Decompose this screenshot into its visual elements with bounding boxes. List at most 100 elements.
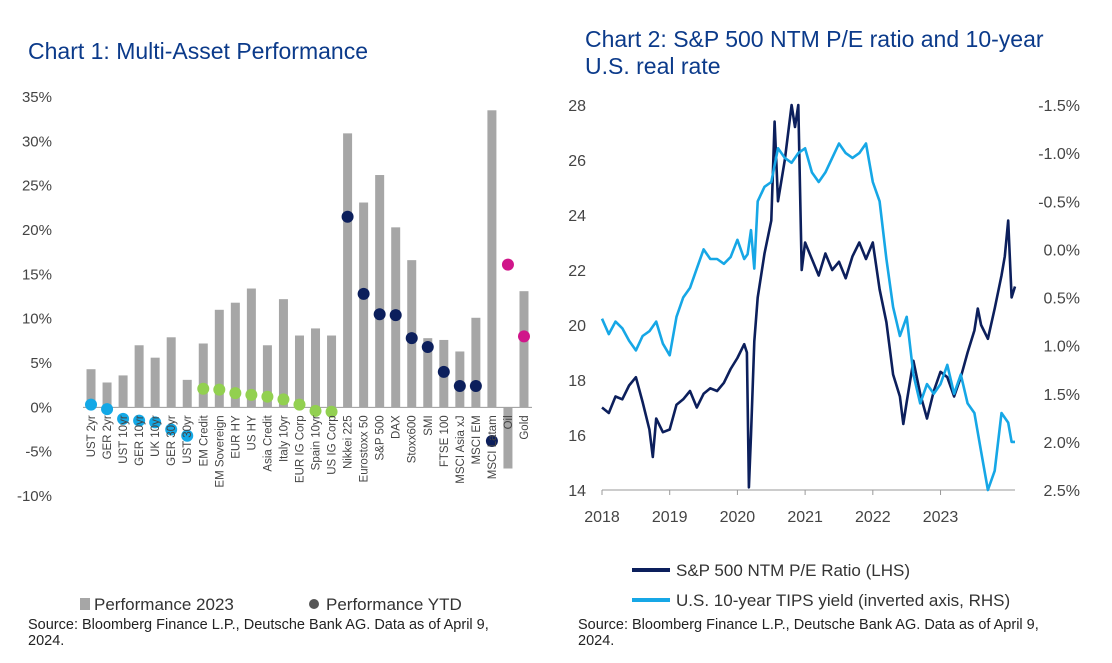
chart1-bar-em-credit	[198, 343, 208, 408]
chart1-ytick-label: -5%	[25, 444, 52, 461]
chart1-dot-msci-latam	[485, 435, 498, 448]
chart1-ytick-label: 10%	[22, 311, 52, 328]
chart1-category-label: Italy 10yr	[278, 415, 290, 462]
chart2-ytick-left-label: 28	[568, 98, 586, 115]
chart2-xtick-label: 2018	[584, 509, 620, 526]
chart2-ytick-right-label: 0.5%	[1044, 291, 1080, 308]
chart2-ytick-right-label: 1.5%	[1044, 387, 1080, 404]
chart1-dot-s-p-500	[373, 308, 386, 321]
chart1-bar-smi	[423, 338, 433, 408]
chart1-bar-italy-10yr	[278, 299, 288, 408]
chart1-dot-ger-2yr	[101, 403, 114, 416]
chart1-ytick-label: 15%	[22, 266, 52, 283]
chart2-series-pe-line	[601, 103, 1017, 489]
chart1-ytick-label: 35%	[22, 89, 52, 106]
chart2-xtick-label: 2021	[787, 509, 823, 526]
chart1-dot-em-credit	[197, 382, 210, 395]
chart1-category-label: Nikkei 225	[343, 415, 355, 469]
chart2-xtick-label: 2019	[652, 509, 688, 526]
chart1-category-label: US HY	[246, 415, 258, 450]
chart1-category-label: Eurostoxx 50	[359, 415, 371, 482]
chart2-legend-pe-label: S&P 500 NTM P/E Ratio (LHS)	[676, 561, 910, 580]
chart1-bar-msci-asia-xj	[455, 351, 465, 408]
chart2-ytick-right-label: 2.0%	[1044, 435, 1080, 452]
chart1-title: Chart 1: Multi-Asset Performance	[28, 38, 369, 64]
chart1-bar-s-p-500	[375, 175, 385, 408]
chart1-bar-uk-10yr	[150, 357, 160, 408]
chart1-bar-em-sovereign	[214, 309, 224, 408]
chart1-dot-ftse-100	[437, 365, 450, 378]
chart2-ytick-right-label: 2.5%	[1044, 483, 1080, 500]
chart1-bar-ust-2yr	[86, 369, 96, 408]
chart1-dot-ust-2yr	[85, 398, 98, 411]
chart2-ytick-left-label: 22	[568, 263, 586, 280]
chart1-ytick-label: 5%	[30, 355, 52, 372]
chart1-category-label: GER 30yr	[166, 415, 178, 466]
chart1-bar-eurostoxx-50	[359, 202, 369, 408]
chart1-bar-ger-10yr	[134, 345, 144, 408]
chart1-category-label: UST 30yr	[182, 415, 194, 464]
chart1-category-label: Oil	[503, 415, 515, 429]
chart1-category-label: UST 10yr	[118, 415, 130, 464]
chart1-dot-em-sovereign	[213, 383, 226, 396]
chart1-category-label: S&P 500	[375, 415, 387, 460]
chart2-xtick-label: 2023	[923, 509, 959, 526]
chart1-category-label: GER 2yr	[102, 415, 114, 459]
chart1-dot-msci-asia-xj	[453, 380, 466, 393]
chart1-category-label: EM Sovereign	[214, 415, 226, 487]
chart2-ytick-right-label: 0.0%	[1044, 242, 1080, 259]
chart1-category-label: EUR IG Corp	[294, 415, 306, 483]
chart1-category-label: MSCI Asia xJ	[455, 415, 467, 483]
chart1-ytick-label: -10%	[17, 488, 52, 505]
chart1-category-label: Gold	[519, 415, 531, 439]
chart1-dot-asia-credit	[261, 390, 274, 403]
chart1-category-label: EUR HY	[230, 415, 242, 459]
chart1-category-label: Stoxx600	[407, 415, 419, 463]
chart1-ytick-label: 25%	[22, 178, 52, 195]
chart1-legend-bar-label: Performance 2023	[94, 595, 234, 614]
chart1-bar-ger-30yr	[166, 337, 176, 408]
chart2-series-tips-line	[600, 142, 1015, 492]
chart1-category-label: GER 10yr	[134, 415, 146, 466]
chart1-legend-dot-label: Performance YTD	[326, 595, 462, 614]
chart2-ytick-right-label: 1.0%	[1044, 339, 1080, 356]
chart1-category-label: MSCI Latam	[487, 415, 499, 479]
chart2-ytick-right-label: -0.5%	[1038, 194, 1080, 211]
chart1-ytick-label: 0%	[30, 399, 52, 416]
chart1-category-label: Asia Credit	[262, 415, 274, 472]
chart2-ytick-left-label: 16	[568, 428, 586, 445]
chart1-plot: -10% -5% 0% 5% 10% 15% 20% 25% 30% 35% UST 2yr GER …	[17, 89, 532, 614]
chart1-dot-dax	[389, 309, 402, 322]
chart2-ytick-right-label: -1.5%	[1038, 98, 1080, 115]
chart1-dot-eur-ig-corp	[293, 398, 306, 411]
chart1-category-label: UST 2yr	[86, 415, 98, 457]
chart1-dot-nikkei-225	[341, 210, 354, 223]
chart1-dot-spain-10yr	[309, 404, 322, 417]
chart1-bar-msci-latam	[487, 110, 497, 408]
chart1-category-label: EM Credit	[198, 415, 210, 467]
chart2-xtick-label: 2020	[720, 509, 756, 526]
chart1-category-label: SMI	[423, 415, 435, 435]
chart1-ytick-label: 20%	[22, 222, 52, 239]
chart1-dot-stoxx600	[405, 332, 418, 345]
chart1-bar-us-ig-corp	[327, 335, 337, 408]
chart1-dot-italy-10yr	[277, 393, 290, 406]
chart1-dot-gold	[517, 330, 530, 343]
chart1-dot-us-hy	[245, 388, 258, 401]
chart1-bar-oil	[503, 407, 513, 469]
chart2-ytick-left-label: 18	[568, 373, 586, 390]
chart1-bar-eur-hy	[230, 302, 240, 408]
chart2-source: Source: Bloomberg Finance L.P., Deutsche…	[578, 617, 1039, 649]
chart2-ytick-left-label: 26	[568, 153, 586, 170]
chart1-bar-asia-credit	[262, 345, 272, 408]
chart1-category-label: MSCI EM	[471, 415, 483, 464]
chart1-bar-ger-2yr	[102, 382, 112, 408]
chart1-bar-nikkei-225	[343, 133, 353, 408]
chart1-legend-dot-swatch	[309, 599, 319, 609]
chart2-ytick-left-label: 24	[568, 208, 586, 225]
chart1-dot-uk-10yr	[149, 416, 162, 429]
chart2-plot: 14161820222426282.5%2.0%1.5%1.0%0.5%0.0%…	[568, 98, 1080, 610]
chart1-dot-us-ig-corp	[325, 405, 338, 418]
chart1-bar-eur-ig-corp	[294, 335, 304, 408]
chart1-dot-eur-hy	[229, 387, 242, 400]
